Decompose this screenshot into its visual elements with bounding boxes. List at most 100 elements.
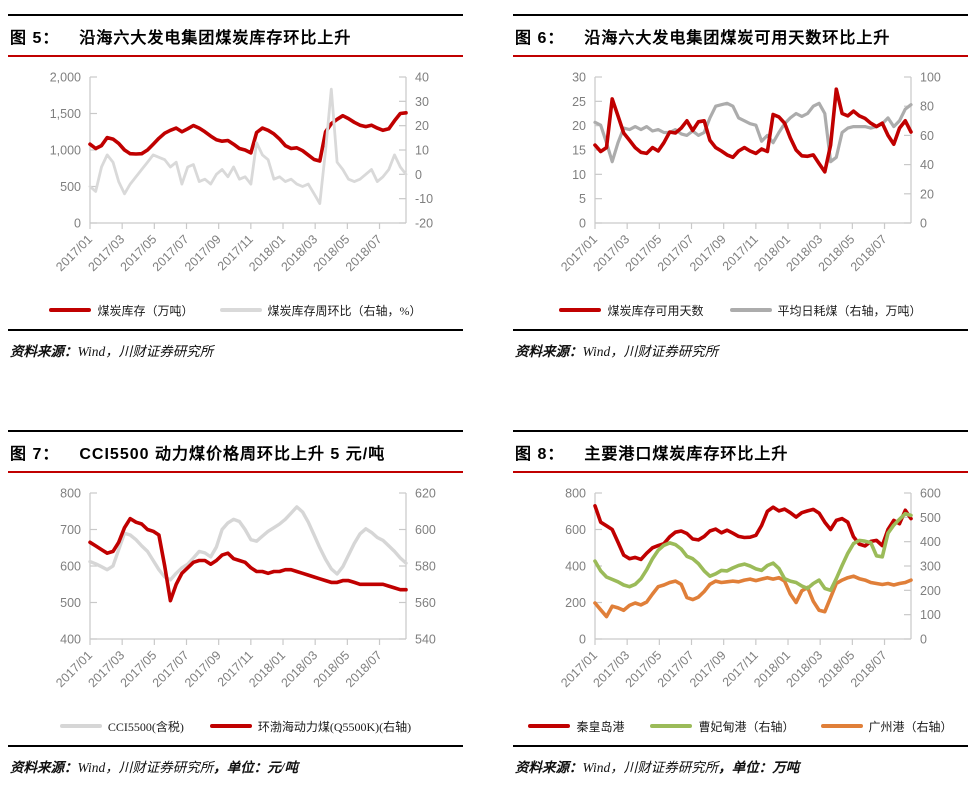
axis-tick-label: 540 — [415, 633, 436, 647]
legend-item: 煤炭库存（万吨） — [49, 302, 194, 319]
axis-tick-label: 500 — [60, 180, 81, 194]
series-line — [88, 505, 408, 582]
axis-tick-label: 200 — [565, 596, 586, 610]
axis-tick-label: 560 — [415, 596, 436, 610]
source-label: 资料来源： — [515, 344, 583, 359]
figure-8-title: 主要港口煤炭库存环比上升 — [584, 446, 789, 463]
figure-6-plot: 0510152025300204060801002017/012017/0320… — [558, 71, 941, 275]
legend-swatch — [219, 308, 262, 312]
x-tick-label: 2018/07 — [848, 232, 890, 274]
axis-tick-label: 0 — [579, 217, 586, 231]
legend-swatch — [650, 724, 693, 728]
axis-tick-label: 30 — [415, 95, 429, 109]
source-text: Wind，川财证券研究所 — [582, 344, 719, 359]
figure-7-number: 图 7： — [10, 446, 60, 463]
legend-item: 环渤海动力煤(Q5500K)(右轴) — [209, 718, 412, 735]
figure-7-plot: 4005006007008005405605806006202017/01201… — [53, 487, 436, 691]
source-text: Wind，川财证券研究所 — [582, 760, 719, 775]
axis-tick-label: 0 — [579, 633, 586, 647]
legend-label: 广州港（右轴） — [868, 719, 953, 734]
legend-label: CCI5500(含税) — [107, 719, 184, 734]
legend-label: 秦皇岛港 — [576, 719, 625, 734]
figure-6-number: 图 6： — [515, 30, 565, 47]
figure-7-panel: 图 7： CCI5500 动力煤价格周环比上升 5 元/吨 400 500 600 70… — [8, 430, 463, 776]
figures-row-bottom: 图 7： CCI5500 动力煤价格周环比上升 5 元/吨 400 500 600 70… — [0, 430, 976, 776]
figure-8-plot: 020040060080001002003004005006002017/012… — [558, 487, 941, 691]
axis-tick-label: 10 — [572, 168, 586, 182]
figures-row-top: 图 5： 沿海六大发电集团煤炭库存环比上升 0 500 1,000 1,500 2,000… — [0, 0, 976, 360]
x-tick-label: 2018/07 — [343, 232, 385, 274]
figure-8-source: 资料来源：Wind，川财证券研究所，单位：万吨 — [513, 745, 968, 776]
axis-tick-label: 600 — [60, 560, 81, 574]
legend-item: 平均日耗煤（右轴，万吨） — [729, 302, 922, 319]
axis-tick-label: 1,500 — [50, 107, 81, 121]
figure-7-title-bar: 图 7： CCI5500 动力煤价格周环比上升 5 元/吨 — [8, 430, 463, 473]
legend-label: 环渤海动力煤(Q5500K)(右轴) — [257, 719, 412, 734]
axis-tick-label: 0 — [74, 217, 81, 231]
figure-7-legend: CCI5500(含税) 环渤海动力煤(Q5500K)(右轴) — [8, 717, 463, 735]
source-text: Wind，川财证券研究所 — [77, 344, 214, 359]
axis-tick-label: 100 — [920, 71, 941, 85]
figure-5-number: 图 5： — [10, 30, 60, 47]
source-label: 资料来源： — [10, 760, 78, 775]
x-tick-label: 2017/09 — [687, 648, 729, 690]
source-label: 资料来源： — [515, 760, 583, 775]
legend-item: 煤炭库存周环比（右轴，%） — [219, 302, 422, 319]
axis-tick-label: 300 — [920, 560, 941, 574]
source-unit: ，单位：万吨 — [718, 760, 800, 775]
x-tick-label: 2017/09 — [182, 648, 224, 690]
series-line — [88, 516, 408, 603]
axis-tick-label: 0 — [415, 168, 422, 182]
axis-tick-label: 600 — [565, 523, 586, 537]
axis-tick-label: 500 — [60, 596, 81, 610]
axis-tick-label: 700 — [60, 523, 81, 537]
axis-tick-label: 30 — [572, 71, 586, 85]
figure-7-source: 资料来源：Wind，川财证券研究所，单位：元/吨 — [8, 745, 463, 776]
figure-5-title-bar: 图 5： 沿海六大发电集团煤炭库存环比上升 — [8, 14, 463, 57]
figure-6-title-bar: 图 6： 沿海六大发电集团煤炭可用天数环比上升 — [513, 14, 968, 57]
figure-5-plot: 0 500 1,000 1,500 2,000 -20 -10 0 10 20 30 40 2017/0… — [50, 71, 433, 275]
figure-8-legend: 秦皇岛港 曹妃甸港（右轴） 广州港（右轴） — [513, 717, 968, 735]
axis-tick-label: 1,000 — [50, 144, 81, 158]
legend-item: 广州港（右轴） — [820, 718, 953, 735]
x-tick-label: 2017/09 — [687, 232, 729, 274]
axis-tick-label: 40 — [415, 71, 429, 85]
figure-8-number: 图 8： — [515, 446, 565, 463]
series-line — [593, 101, 913, 164]
axis-tick-label: 5 — [579, 192, 586, 206]
axis-tick-label: 800 — [565, 487, 586, 501]
axis-tick-label: 800 — [60, 487, 81, 501]
axis-tick-label: 20 — [572, 119, 586, 133]
legend-item: CCI5500(含税) — [59, 718, 184, 735]
axis-tick-label: 15 — [572, 144, 586, 158]
figure-6-source: 资料来源：Wind，川财证券研究所 — [513, 329, 968, 360]
axis-tick-label: 200 — [920, 584, 941, 598]
source-unit: ，单位：元/吨 — [213, 760, 299, 775]
legend-item: 秦皇岛港 — [528, 718, 624, 735]
axis-tick-label: 0 — [920, 633, 927, 647]
axis-tick-label: 500 — [920, 511, 941, 525]
axis-tick-label: 400 — [920, 535, 941, 549]
legend-label: 煤炭库存周环比（右轴，%） — [267, 303, 422, 318]
axis-tick-label: -10 — [415, 192, 433, 206]
legend-item: 煤炭库存可用天数 — [559, 302, 704, 319]
axis-tick-label: 20 — [415, 119, 429, 133]
figure-5-legend: 煤炭库存（万吨） 煤炭库存周环比（右轴，%） — [8, 301, 463, 319]
legend-swatch — [559, 308, 602, 312]
x-tick-label: 2018/07 — [343, 648, 385, 690]
legend-swatch — [729, 308, 772, 312]
figure-6-legend: 煤炭库存可用天数 平均日耗煤（右轴，万吨） — [513, 301, 968, 319]
axis-tick-label: 2,000 — [50, 71, 81, 85]
x-tick-label: 2018/07 — [848, 648, 890, 690]
series-line — [593, 87, 913, 174]
axis-tick-label: 100 — [920, 608, 941, 622]
series-line — [593, 574, 913, 619]
legend-swatch — [49, 308, 92, 312]
legend-swatch — [528, 724, 571, 728]
legend-swatch — [59, 724, 102, 728]
axis-tick-label: 0 — [920, 217, 927, 231]
figure-5-panel: 图 5： 沿海六大发电集团煤炭库存环比上升 0 500 1,000 1,500 2,000… — [8, 14, 463, 360]
legend-item: 曹妃甸港（右轴） — [650, 718, 795, 735]
legend-swatch — [820, 724, 863, 728]
